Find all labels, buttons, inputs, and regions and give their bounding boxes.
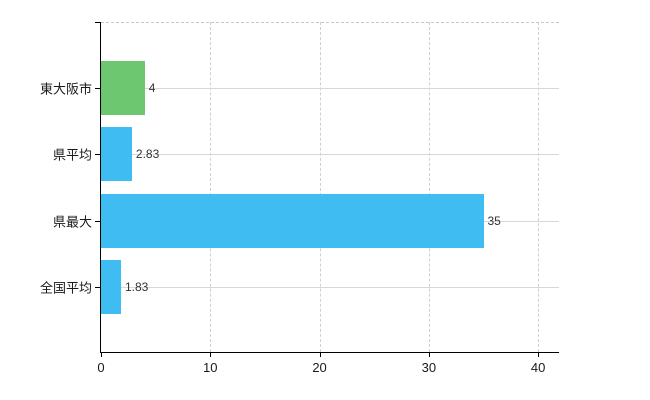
category-label: 県最大: [52, 214, 92, 230]
y-axis-tick: [95, 154, 100, 156]
plot-area: 0 10 20 30 40 東大阪市 4 県平均 2.83 県最大 35 全国平均 1.83: [40, 22, 559, 375]
x-tick-label: 40: [530, 360, 546, 375]
vertical-gridline: [210, 22, 212, 352]
y-axis-tick: [95, 88, 100, 90]
y-axis-tick: [95, 286, 100, 288]
category-label: 東大阪市: [39, 81, 92, 97]
vertical-gridline: [319, 22, 321, 352]
vertical-gridline: [428, 22, 430, 352]
x-axis-tick: [428, 352, 430, 357]
bar: [101, 61, 145, 116]
bar-value-label: 2.83: [135, 147, 160, 162]
horizontal-gridline: [101, 286, 559, 288]
bar-value-label: 4: [148, 81, 156, 96]
horizontal-gridline: [101, 88, 559, 90]
plot-top-border: [101, 22, 559, 23]
x-tick-label: 30: [421, 360, 437, 375]
vertical-gridline: [538, 22, 540, 352]
y-axis-tick: [95, 220, 100, 222]
x-axis-tick: [319, 352, 321, 357]
x-axis-tick: [210, 352, 212, 357]
bar: [101, 127, 132, 182]
bar: [101, 259, 121, 314]
category-label: 全国平均: [39, 280, 92, 296]
horizontal-gridline: [101, 154, 559, 156]
bar-value-label: 35: [487, 213, 501, 228]
category-label: 県平均: [52, 147, 92, 163]
x-axis-tick: [101, 352, 102, 357]
y-axis-end-tick: [95, 22, 100, 23]
x-tick-label: 20: [312, 360, 327, 375]
x-tick-label: 10: [203, 360, 218, 375]
bar-value-label: 1.83: [124, 279, 149, 294]
x-tick-label: 0: [97, 360, 105, 375]
x-axis-tick: [538, 352, 540, 357]
bar: [101, 193, 484, 248]
